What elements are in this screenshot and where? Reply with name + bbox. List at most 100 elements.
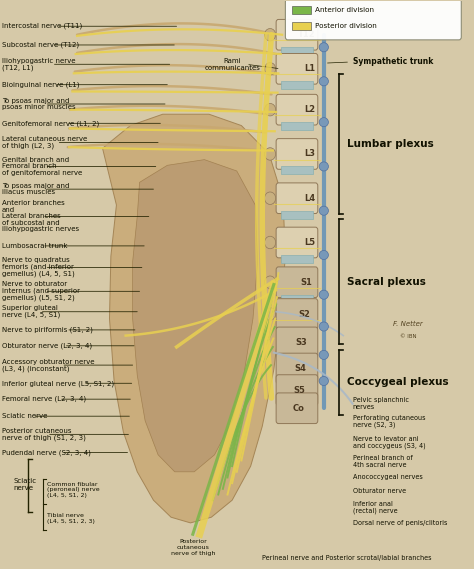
Text: Perineal nerve and Posterior scrotal/labial branches: Perineal nerve and Posterior scrotal/lab… — [262, 555, 432, 561]
Text: S4: S4 — [295, 364, 307, 373]
FancyBboxPatch shape — [276, 227, 318, 258]
Bar — [292, 22, 311, 30]
Bar — [281, 295, 313, 303]
Ellipse shape — [264, 63, 276, 75]
Ellipse shape — [319, 77, 328, 86]
Text: Dorsal nerve of penis/clitoris: Dorsal nerve of penis/clitoris — [353, 520, 447, 526]
Text: Lumbar plexus: Lumbar plexus — [347, 139, 434, 149]
Text: Pudendal nerve (S2, 3, 4): Pudendal nerve (S2, 3, 4) — [1, 450, 91, 456]
Text: L5: L5 — [304, 238, 316, 247]
Ellipse shape — [264, 276, 276, 288]
Text: Posterior cutaneous
nerve of thigh (S1, 2, 3): Posterior cutaneous nerve of thigh (S1, … — [1, 428, 85, 441]
Text: L4: L4 — [304, 193, 316, 203]
Text: Rami
communicantes: Rami communicantes — [204, 58, 260, 71]
Bar — [281, 211, 313, 218]
FancyBboxPatch shape — [276, 353, 318, 384]
Ellipse shape — [319, 377, 328, 386]
Polygon shape — [133, 160, 257, 472]
Bar — [292, 6, 311, 14]
Text: Sacral plexus: Sacral plexus — [347, 277, 426, 287]
Text: Bioinguinal nerve (L1): Bioinguinal nerve (L1) — [1, 81, 79, 88]
Bar — [281, 381, 313, 389]
Ellipse shape — [319, 290, 328, 299]
Ellipse shape — [319, 206, 328, 215]
Text: T12: T12 — [297, 30, 315, 39]
Ellipse shape — [319, 250, 328, 259]
Text: Lumbosacral trunk: Lumbosacral trunk — [1, 243, 67, 249]
Text: Nerve to obturator
internus (and superior
gemellus) (L5, S1, 2): Nerve to obturator internus (and superio… — [1, 281, 80, 302]
Text: To psoas major and
psoas minor muscles: To psoas major and psoas minor muscles — [1, 98, 75, 110]
Text: Pelvic splanchnic
nerves: Pelvic splanchnic nerves — [353, 398, 409, 410]
FancyBboxPatch shape — [285, 0, 461, 40]
FancyBboxPatch shape — [276, 327, 318, 358]
Ellipse shape — [264, 308, 276, 320]
FancyBboxPatch shape — [276, 53, 318, 84]
Text: Subcostal nerve (T12): Subcostal nerve (T12) — [1, 42, 79, 48]
FancyBboxPatch shape — [276, 183, 318, 213]
Bar — [281, 255, 313, 263]
Text: Anococcygeal nerves: Anococcygeal nerves — [353, 475, 422, 480]
Text: Common fibular
(peroneal) nerve
(L4, 5, S1, 2): Common fibular (peroneal) nerve (L4, 5, … — [47, 482, 100, 498]
Text: Sciatic nerve: Sciatic nerve — [1, 413, 47, 419]
FancyBboxPatch shape — [276, 19, 318, 50]
FancyBboxPatch shape — [276, 375, 318, 405]
Text: Lateral cutaneous nerve
of thigh (L2, 3): Lateral cutaneous nerve of thigh (L2, 3) — [1, 136, 87, 149]
Text: L2: L2 — [304, 105, 316, 114]
FancyBboxPatch shape — [276, 139, 318, 169]
Ellipse shape — [264, 236, 276, 249]
Text: Genital branch and
Femoral branch
of genitofemoral nerve: Genital branch and Femoral branch of gen… — [1, 157, 82, 176]
Ellipse shape — [319, 43, 328, 52]
Bar — [281, 81, 313, 89]
Text: © IBN: © IBN — [400, 334, 416, 339]
FancyBboxPatch shape — [276, 94, 318, 125]
Ellipse shape — [264, 192, 276, 204]
FancyBboxPatch shape — [276, 267, 318, 298]
Ellipse shape — [319, 162, 328, 171]
Text: Superior gluteal
nerve (L4, 5, S1): Superior gluteal nerve (L4, 5, S1) — [1, 305, 60, 318]
Text: Accessory obturator nerve
(L3, 4) (inconstant): Accessory obturator nerve (L3, 4) (incon… — [1, 358, 94, 372]
Text: Co: Co — [292, 404, 304, 413]
Text: Sciatic
nerve: Sciatic nerve — [14, 478, 37, 491]
Text: Obturator nerve (L2, 3, 4): Obturator nerve (L2, 3, 4) — [1, 343, 92, 349]
Ellipse shape — [319, 322, 328, 331]
Bar — [281, 402, 313, 410]
Bar — [281, 355, 313, 363]
Ellipse shape — [319, 118, 328, 127]
Bar — [281, 327, 313, 335]
Text: F. Netter: F. Netter — [393, 321, 423, 327]
Text: Genitofemoral nerve (L1, 2): Genitofemoral nerve (L1, 2) — [1, 120, 99, 126]
Text: Nerve to quadratus
femoris (and inferior
gemellus) (L4, 5, S1): Nerve to quadratus femoris (and inferior… — [1, 257, 74, 278]
Text: S3: S3 — [296, 338, 308, 347]
Text: Posterior
cutaneous
nerve of thigh: Posterior cutaneous nerve of thigh — [171, 539, 215, 556]
Ellipse shape — [264, 28, 276, 41]
Text: Posterior division: Posterior division — [315, 23, 376, 29]
FancyBboxPatch shape — [276, 299, 318, 329]
Polygon shape — [102, 114, 285, 523]
Text: Perforating cutaneous
nerve (S2, 3): Perforating cutaneous nerve (S2, 3) — [353, 415, 425, 428]
Text: Anterior division: Anterior division — [315, 7, 374, 13]
Text: Nerve to levator ani
and coccygeus (S3, 4): Nerve to levator ani and coccygeus (S3, … — [353, 436, 425, 449]
Text: To psoas major and
iliacus muscles: To psoas major and iliacus muscles — [1, 183, 69, 195]
Ellipse shape — [264, 104, 276, 116]
Text: S2: S2 — [298, 310, 310, 319]
Text: Iliohypogastric nerve
(T12, L1): Iliohypogastric nerve (T12, L1) — [1, 58, 75, 71]
Bar — [281, 47, 313, 55]
Text: S5: S5 — [293, 386, 305, 394]
FancyBboxPatch shape — [276, 393, 318, 423]
Text: Anterior branches
and
Lateral branches
of subcostal and
iliohypogastric nerves: Anterior branches and Lateral branches o… — [1, 200, 79, 232]
Text: Intercostal nerve (T11): Intercostal nerve (T11) — [1, 23, 82, 30]
Text: S1: S1 — [300, 278, 312, 287]
Text: Sympathetic trunk: Sympathetic trunk — [353, 57, 433, 67]
Text: L1: L1 — [304, 64, 316, 73]
Text: Inferior gluteal nerve (L5, S1, 2): Inferior gluteal nerve (L5, S1, 2) — [1, 380, 114, 386]
Bar — [281, 122, 313, 130]
Ellipse shape — [319, 351, 328, 360]
Text: Obturator nerve: Obturator nerve — [353, 488, 406, 494]
Text: L3: L3 — [304, 150, 315, 158]
Text: Coccygeal plexus: Coccygeal plexus — [347, 377, 448, 387]
Text: Tibial nerve
(L4, 5, S1, 2, 3): Tibial nerve (L4, 5, S1, 2, 3) — [47, 513, 95, 523]
Text: Inferior anal
(rectal) nerve: Inferior anal (rectal) nerve — [353, 501, 397, 513]
Text: Femoral nerve (L2, 3, 4): Femoral nerve (L2, 3, 4) — [1, 396, 86, 402]
Text: Nerve to piriformis (S1, 2): Nerve to piriformis (S1, 2) — [1, 327, 92, 333]
Ellipse shape — [264, 148, 276, 160]
